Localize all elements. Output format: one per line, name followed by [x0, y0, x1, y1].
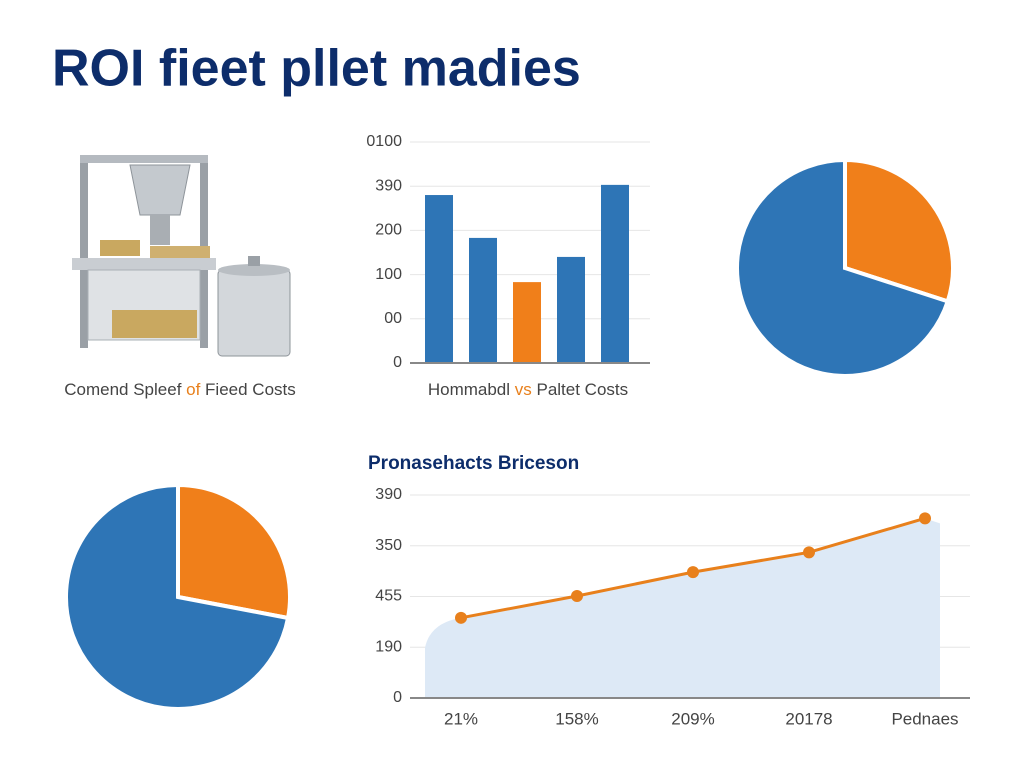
bar: [513, 282, 541, 363]
pie-slice: [64, 482, 291, 711]
point: [919, 512, 931, 525]
y-tick-label: 100: [375, 266, 402, 283]
text-part: Paltet Costs: [532, 380, 628, 399]
text-part: Hommabdl: [428, 380, 515, 399]
bar: [425, 195, 453, 363]
chart-title: Pronasehacts Briceson: [368, 453, 579, 474]
bar: [557, 256, 585, 363]
y-tick-label: 350: [375, 537, 402, 554]
pie-slice: [176, 482, 292, 621]
chart-title: Hommabdl vs Paltet Costs: [428, 380, 628, 399]
y-tick-label: 190: [375, 638, 402, 655]
image-caption: Comend Spleef of Fieed Costs: [64, 380, 296, 399]
y-tick-label: 390: [375, 177, 402, 194]
text-part: of: [186, 380, 200, 399]
area: [425, 518, 940, 698]
bar: [469, 237, 497, 363]
text-part: Comend Spleef: [64, 380, 186, 399]
bar: [601, 184, 629, 363]
x-tick-label: Pednaes: [891, 709, 958, 728]
y-tick-label: 00: [384, 310, 402, 327]
pie-slice: [843, 157, 955, 304]
y-tick-label: 0: [393, 354, 402, 371]
y-tick-label: 390: [375, 486, 402, 503]
point: [803, 546, 815, 559]
y-tick-label: 455: [375, 588, 402, 605]
x-tick-label: 21%: [444, 709, 478, 728]
x-tick-label: 158%: [555, 709, 598, 728]
text-part: Fieed Costs: [200, 380, 295, 399]
point: [571, 589, 583, 602]
machine-image: [72, 155, 291, 357]
main-title: ROI fieet pllet madies: [52, 40, 581, 98]
point: [455, 611, 467, 624]
text-part: vs: [515, 380, 532, 399]
point: [687, 566, 699, 579]
pie-slice: [735, 157, 951, 378]
y-tick-label: 200: [375, 222, 402, 239]
y-tick-label: 0: [393, 689, 402, 706]
y-tick-label: 0100: [366, 133, 402, 150]
x-tick-label: 209%: [671, 709, 714, 728]
x-tick-label: 20178: [785, 709, 832, 728]
